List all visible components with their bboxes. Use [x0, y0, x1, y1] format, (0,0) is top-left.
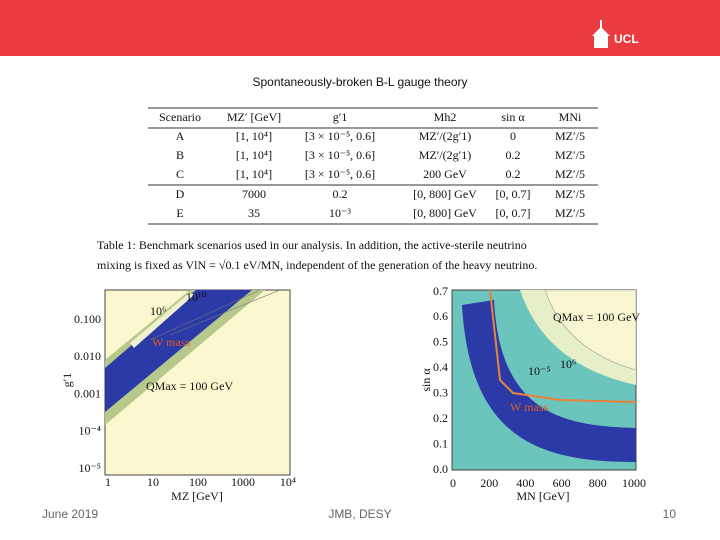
x-tick-label: 400	[516, 476, 534, 490]
y-tick-label: 0.7	[433, 284, 448, 298]
annotation: 10¹⁰	[186, 290, 207, 304]
slide-title: Spontaneously-broken B-L gauge theory	[252, 75, 467, 89]
annotation: QMax = 100 GeV	[553, 310, 640, 324]
y-tick-label: 0.5	[433, 335, 448, 349]
footer-author: JMB, DESY	[328, 507, 391, 521]
annotation: W mass	[152, 335, 190, 349]
table-cell: 10⁻³	[329, 206, 351, 220]
x-tick-label: 10	[147, 475, 159, 489]
table-cell: 0.2	[506, 167, 521, 181]
caption: Table 1: Benchmark scenarios used in our…	[97, 238, 527, 252]
caption: mixing is fixed as VlN = √0.1 eV/MN, ind…	[97, 258, 537, 272]
y-tick-label: 0.001	[74, 386, 101, 400]
logo: UCL	[614, 32, 639, 46]
y-tick-label: 0.100	[74, 312, 101, 326]
table-cell: 0.2	[506, 148, 521, 162]
header-bar	[0, 0, 720, 56]
x-axis-label: MN [GeV]	[517, 489, 570, 503]
annotation: 10⁶	[150, 304, 166, 318]
y-tick-label: 0.0	[433, 462, 448, 476]
table-cell: B	[176, 148, 184, 162]
table-cell: E	[176, 206, 183, 220]
x-tick-label: 1000	[622, 476, 646, 490]
region	[105, 290, 252, 412]
x-tick-label: 600	[553, 476, 571, 490]
table-cell: [0, 0.7]	[496, 206, 531, 220]
region	[544, 290, 636, 371]
table-cell: MZ′/5	[555, 167, 585, 181]
contour	[489, 290, 636, 403]
x-tick-label: 10⁴	[280, 475, 296, 489]
table-cell: C	[176, 167, 184, 181]
table-cell: [1, 10⁴]	[236, 129, 272, 143]
table-cell: 35	[248, 206, 260, 220]
table-cell: [3 × 10⁻⁵, 0.6]	[305, 148, 375, 162]
footer-date: June 2019	[42, 507, 98, 521]
column-header: MNi	[559, 110, 582, 124]
table-cell: MZ′/5	[555, 129, 585, 143]
y-tick-label: 0.6	[433, 309, 448, 323]
table-cell: 200 GeV	[423, 167, 467, 181]
table-cell: 7000	[242, 187, 266, 201]
table-cell: MZ′/(2g′1)	[419, 129, 472, 143]
table-cell: [3 × 10⁻⁵, 0.6]	[305, 129, 375, 143]
annotation: 10⁶	[560, 357, 576, 371]
x-tick-label: 200	[480, 476, 498, 490]
table-cell: A	[176, 129, 185, 143]
x-tick-label: 1	[105, 475, 111, 489]
column-header: g′1	[333, 110, 348, 124]
table-cell: MZ′/5	[555, 206, 585, 220]
table-cell: MZ′/5	[555, 148, 585, 162]
y-tick-label: 10⁻⁴	[78, 424, 101, 438]
x-tick-label: 800	[589, 476, 607, 490]
table-cell: [0, 800] GeV	[413, 206, 477, 220]
page-number: 10	[663, 507, 677, 521]
y-tick-label: 0.1	[433, 436, 448, 450]
contour	[169, 290, 281, 336]
table-cell: [0, 800] GeV	[413, 187, 477, 201]
column-header: Scenario	[159, 110, 201, 124]
x-tick-label: 100	[189, 475, 207, 489]
table-cell: D	[176, 187, 185, 201]
right-plot: QMax = 100 GeV 10⁻⁵ 10⁶ W mass 0 200 400 60…	[419, 284, 646, 503]
table-cell: [0, 0.7]	[496, 187, 531, 201]
x-axis-label: MZ [GeV]	[171, 489, 223, 503]
region	[462, 300, 636, 462]
y-tick-label: 0.4	[433, 360, 448, 374]
x-tick-label: 1000	[231, 475, 255, 489]
y-tick-label: 10⁻⁵	[78, 461, 101, 475]
y-tick-label: 0.010	[74, 349, 101, 363]
table: Scenario MZ′ [GeV] g′1 Mh2 sin α MNi A [1, 10⁴]…	[148, 107, 598, 225]
logo-icon	[592, 20, 610, 48]
annotation: 10⁻⁵	[528, 364, 551, 378]
table-cell: MZ′/(2g′1)	[419, 148, 472, 162]
y-tick-label: 0.3	[433, 385, 448, 399]
column-header: sin α	[501, 110, 525, 124]
y-tick-label: 0.2	[433, 411, 448, 425]
left-plot: 10¹⁰ 10⁶ W mass QMax = 100 GeV 1 10 100 100…	[60, 289, 296, 503]
table-cell: 0	[510, 129, 516, 143]
table-cell: MZ′/5	[555, 187, 585, 201]
region	[105, 290, 265, 425]
region	[130, 294, 195, 348]
contour	[149, 290, 261, 341]
table-cell: 0.2	[333, 187, 348, 201]
x-tick-label: 0	[450, 476, 456, 490]
column-header: MZ′ [GeV]	[227, 110, 281, 124]
annotation: W mass	[510, 400, 548, 414]
table-cell: [3 × 10⁻⁵, 0.6]	[305, 167, 375, 181]
y-axis-label: sin α	[419, 368, 433, 392]
y-axis-label: g′1	[60, 373, 74, 388]
column-header: Mh2	[434, 110, 457, 124]
table-cell: [1, 10⁴]	[236, 167, 272, 181]
table-cell: [1, 10⁴]	[236, 148, 272, 162]
annotation: QMax = 100 GeV	[146, 379, 233, 393]
